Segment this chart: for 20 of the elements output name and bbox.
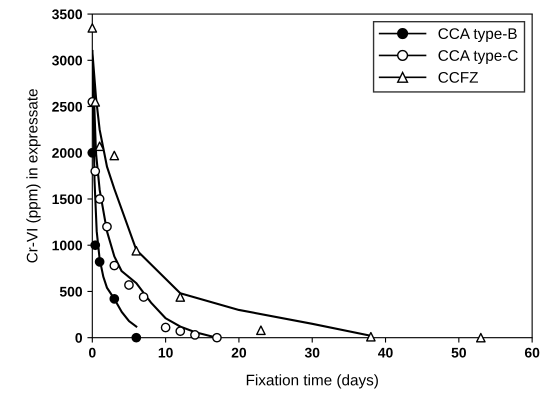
x-tick-label: 20 <box>232 348 246 358</box>
x-tick-label: 30 <box>304 348 320 358</box>
x-axis-title: Fixation time (days) <box>246 374 378 388</box>
y-tick-label: 1500 <box>52 194 82 204</box>
x-tick-label: 50 <box>452 348 466 358</box>
x-tick-label: 10 <box>158 348 173 358</box>
x-tick-label: 60 <box>524 348 540 358</box>
legend-label: CCFZ <box>438 72 478 83</box>
y-tick-label: 2500 <box>52 102 82 112</box>
y-tick-label: 2000 <box>52 148 82 158</box>
y-tick-label: 0 <box>75 333 82 343</box>
y-tick-label: 500 <box>60 286 82 297</box>
y-tick-label: 1000 <box>52 240 82 250</box>
x-tick-label: 40 <box>378 348 393 358</box>
y-axis-title: Cr-VI (ppm) in expressate <box>26 89 41 263</box>
y-tick-label: 3500 <box>52 9 82 20</box>
legend-label: CCA type-C <box>438 50 518 64</box>
x-tick-label: 0 <box>88 348 96 358</box>
y-tick-label: 3000 <box>52 56 82 66</box>
legend-label: CCA type-B <box>438 28 517 42</box>
